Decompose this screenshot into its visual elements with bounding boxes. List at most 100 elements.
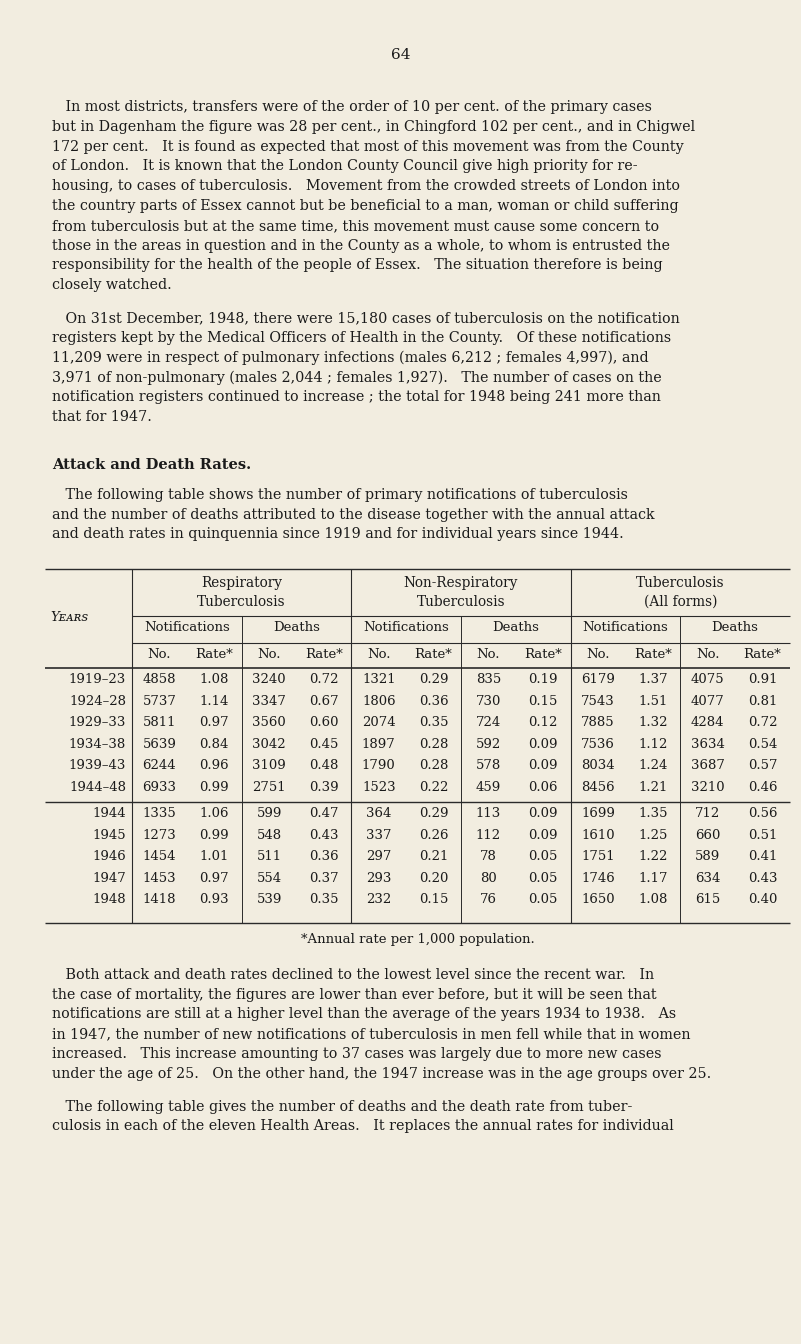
Text: 0.28: 0.28 [419,759,449,773]
Text: No.: No. [696,648,719,661]
Text: 1897: 1897 [362,738,396,751]
Text: 0.41: 0.41 [748,851,777,863]
Text: 1.21: 1.21 [638,781,667,794]
Text: 1944–48: 1944–48 [69,781,126,794]
Text: 615: 615 [695,894,720,906]
Text: 0.72: 0.72 [309,673,339,687]
Text: On 31st December, 1948, there were 15,180 cases of tuberculosis on the notificat: On 31st December, 1948, there were 15,18… [52,310,680,325]
Text: 7536: 7536 [582,738,615,751]
Text: The following table gives the number of deaths and the death rate from tuber-: The following table gives the number of … [52,1099,632,1114]
Text: 1.24: 1.24 [638,759,667,773]
Text: 0.47: 0.47 [309,808,339,820]
Text: 1.25: 1.25 [638,829,667,841]
Text: 459: 459 [476,781,501,794]
Text: 1.14: 1.14 [199,695,229,708]
Text: 0.29: 0.29 [419,673,449,687]
Text: 0.97: 0.97 [199,716,229,730]
Text: Tuberculosis: Tuberculosis [417,595,505,609]
Text: 1453: 1453 [143,872,176,884]
Text: 0.48: 0.48 [309,759,339,773]
Text: No.: No. [477,648,500,661]
Text: the case of mortality, the figures are lower than ever before, but it will be se: the case of mortality, the figures are l… [52,988,657,1001]
Text: 0.67: 0.67 [309,695,339,708]
Text: 0.06: 0.06 [529,781,558,794]
Text: 0.09: 0.09 [529,808,558,820]
Text: 3210: 3210 [691,781,725,794]
Text: 0.96: 0.96 [199,759,229,773]
Text: Deaths: Deaths [273,621,320,634]
Text: under the age of 25.   On the other hand, the 1947 increase was in the age group: under the age of 25. On the other hand, … [52,1067,711,1081]
Text: 112: 112 [476,829,501,841]
Text: 0.40: 0.40 [748,894,777,906]
Text: 1.08: 1.08 [199,673,229,687]
Text: 6933: 6933 [143,781,176,794]
Text: Rate*: Rate* [525,648,562,661]
Text: 0.99: 0.99 [199,829,229,841]
Text: 0.09: 0.09 [529,829,558,841]
Text: 0.19: 0.19 [529,673,558,687]
Text: from tuberculosis but at the same time, this movement must cause some concern to: from tuberculosis but at the same time, … [52,219,659,233]
Text: 1.22: 1.22 [638,851,667,863]
Text: Yᴇᴀʀs: Yᴇᴀʀs [50,610,88,624]
Text: 1751: 1751 [582,851,615,863]
Text: 589: 589 [695,851,720,863]
Text: 0.05: 0.05 [529,872,558,884]
Text: 0.22: 0.22 [419,781,449,794]
Text: 4077: 4077 [691,695,725,708]
Text: 7885: 7885 [582,716,615,730]
Text: 2074: 2074 [362,716,396,730]
Text: 1944: 1944 [92,808,126,820]
Text: culosis in each of the eleven Health Areas.   It replaces the annual rates for i: culosis in each of the eleven Health Are… [52,1120,674,1133]
Text: 1945: 1945 [92,829,126,841]
Text: 1321: 1321 [362,673,396,687]
Text: 11,209 were in respect of pulmonary infections (males 6,212 ; females 4,997), an: 11,209 were in respect of pulmonary infe… [52,351,649,366]
Text: 0.51: 0.51 [748,829,777,841]
Text: 5737: 5737 [143,695,176,708]
Text: 660: 660 [695,829,720,841]
Text: Deaths: Deaths [712,621,759,634]
Text: 0.09: 0.09 [529,759,558,773]
Text: 634: 634 [695,872,720,884]
Text: *Annual rate per 1,000 population.: *Annual rate per 1,000 population. [300,933,534,946]
Text: 232: 232 [366,894,392,906]
Text: responsibility for the health of the people of Essex.   The situation therefore : responsibility for the health of the peo… [52,258,662,273]
Text: 1.12: 1.12 [638,738,667,751]
Text: 4858: 4858 [143,673,176,687]
Text: 3634: 3634 [690,738,725,751]
Text: 1919–23: 1919–23 [69,673,126,687]
Text: No.: No. [367,648,391,661]
Text: Deaths: Deaths [493,621,539,634]
Text: 1650: 1650 [582,894,615,906]
Text: Notifications: Notifications [144,621,230,634]
Text: 1946: 1946 [92,851,126,863]
Text: 724: 724 [476,716,501,730]
Text: 5811: 5811 [143,716,176,730]
Text: 0.84: 0.84 [199,738,229,751]
Text: 0.05: 0.05 [529,894,558,906]
Text: 511: 511 [256,851,282,863]
Text: 2751: 2751 [252,781,286,794]
Text: but in Dagenham the figure was 28 per cent., in Chingford 102 per cent., and in : but in Dagenham the figure was 28 per ce… [52,120,695,134]
Text: 0.39: 0.39 [309,781,339,794]
Text: 293: 293 [366,872,392,884]
Text: 78: 78 [480,851,497,863]
Text: Rate*: Rate* [634,648,672,661]
Text: 1.51: 1.51 [638,695,667,708]
Text: 0.45: 0.45 [309,738,339,751]
Text: 539: 539 [256,894,282,906]
Text: 1699: 1699 [582,808,615,820]
Text: 1.01: 1.01 [199,851,229,863]
Text: Rate*: Rate* [743,648,782,661]
Text: 1.32: 1.32 [638,716,668,730]
Text: 80: 80 [480,872,497,884]
Text: 835: 835 [476,673,501,687]
Text: 3042: 3042 [252,738,286,751]
Text: 337: 337 [366,829,392,841]
Text: 4284: 4284 [691,716,724,730]
Text: 1.35: 1.35 [638,808,668,820]
Text: 0.26: 0.26 [419,829,449,841]
Text: Rate*: Rate* [415,648,453,661]
Text: Tuberculosis: Tuberculosis [197,595,286,609]
Text: 6244: 6244 [143,759,176,773]
Text: 0.35: 0.35 [419,716,449,730]
